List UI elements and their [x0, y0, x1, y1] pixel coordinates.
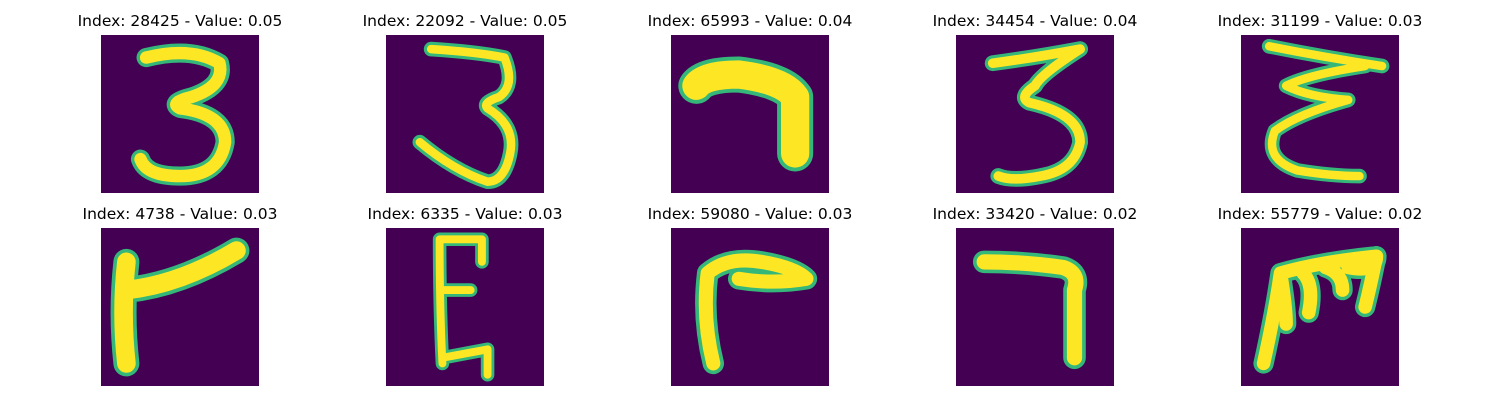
panel-title: Index: 22092 - Value: 0.05 [362, 12, 568, 30]
digit-image [101, 228, 259, 386]
panel-title: Index: 33420 - Value: 0.02 [932, 205, 1138, 223]
digit-image [101, 35, 259, 193]
panel-title: Index: 31199 - Value: 0.03 [1217, 12, 1423, 30]
digit-image [671, 228, 829, 386]
digit-image [671, 35, 829, 193]
digit-image [386, 35, 544, 193]
panel-title: Index: 65993 - Value: 0.04 [647, 12, 853, 30]
panel-title: Index: 6335 - Value: 0.03 [367, 205, 563, 223]
panel-title: Index: 4738 - Value: 0.03 [82, 205, 278, 223]
panel-title: Index: 28425 - Value: 0.05 [77, 12, 283, 30]
letter-image [1241, 35, 1399, 193]
digit-image [956, 35, 1114, 193]
panel-title: Index: 34454 - Value: 0.04 [932, 12, 1138, 30]
letter-image [1241, 228, 1399, 386]
digit-image [956, 228, 1114, 386]
letter-image [386, 228, 544, 386]
panel-title: Index: 59080 - Value: 0.03 [647, 205, 853, 223]
panel-title: Index: 55779 - Value: 0.02 [1217, 205, 1423, 223]
